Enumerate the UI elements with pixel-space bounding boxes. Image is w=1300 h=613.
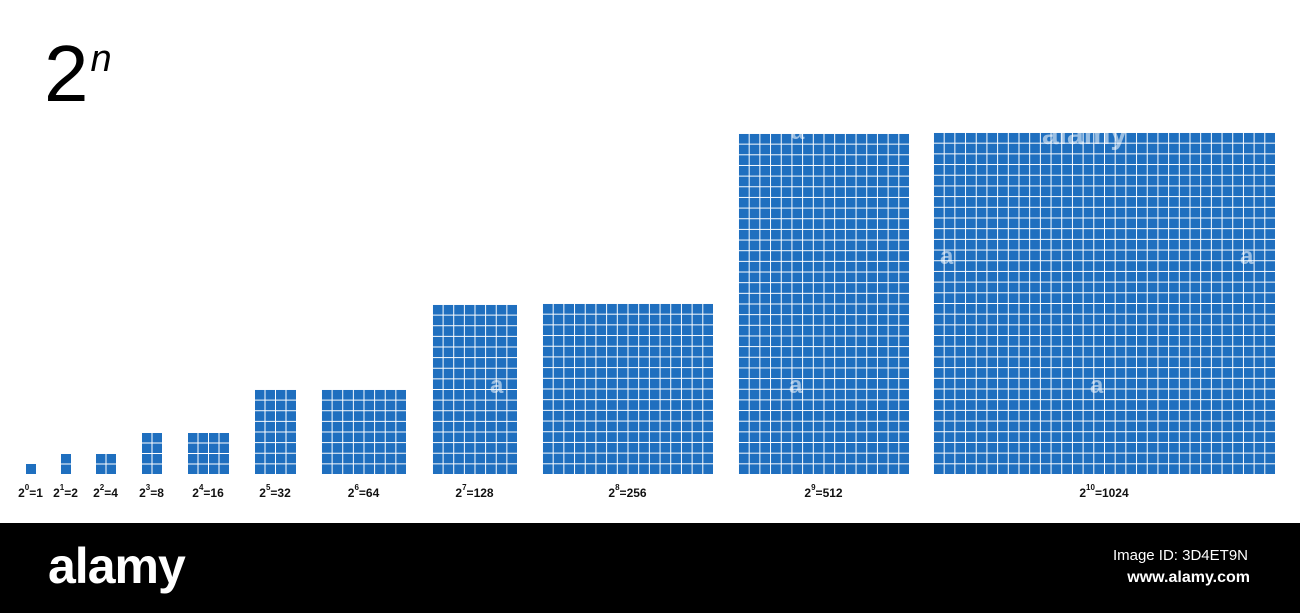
label-result: =32	[270, 486, 291, 500]
figure-title: 2n	[44, 34, 112, 114]
grid-2-pow-10	[933, 132, 1275, 474]
label-result: =4	[104, 486, 118, 500]
label-exponent: 0	[24, 483, 30, 492]
label-base: 2	[455, 486, 463, 500]
watermark-word: alamy	[1042, 118, 1128, 151]
label-exponent: 3	[145, 483, 151, 492]
grid-label-2-pow-3: 23=8	[139, 483, 164, 500]
grid-label-2-pow-0: 20=1	[18, 483, 43, 500]
grid-2-pow-8	[542, 303, 713, 474]
label-exponent: 10	[1086, 483, 1095, 492]
grid-label-2-pow-9: 29=512	[804, 483, 843, 500]
grid-label-2-pow-4: 24=16	[192, 483, 224, 500]
power-of-two-figure: 2n 20=1 21=2 22=4 23=8 24=16 25=32 26=64 27=128…	[18, 34, 1275, 500]
grid-2-pow-4	[187, 432, 229, 474]
brand-logo: alamy	[48, 538, 186, 594]
watermark-mark: a	[490, 372, 504, 399]
label-exponent: 5	[265, 483, 271, 492]
label-exponent: 6	[354, 483, 359, 492]
grid-label-2-pow-6: 26=64	[347, 483, 380, 500]
title-base: 2	[44, 29, 89, 118]
label-result: =512	[815, 486, 843, 500]
label-result: =64	[358, 486, 380, 500]
label-base: 2	[608, 486, 616, 500]
grid-2-pow-5	[254, 389, 296, 474]
label-base: 2	[18, 486, 25, 500]
label-base: 2	[259, 486, 266, 500]
label-result: =8	[150, 486, 164, 500]
grid-2-pow-9	[738, 133, 909, 474]
watermark-mark: a	[789, 372, 803, 399]
label-exponent: 4	[198, 483, 204, 492]
grid-label-2-pow-8: 28=256	[608, 483, 647, 500]
grid-2-pow-7	[432, 304, 517, 474]
watermark-mark: a	[1240, 243, 1254, 270]
grid-label-2-pow-5: 25=32	[259, 483, 291, 500]
label-result: =256	[619, 486, 647, 500]
label-result: =1024	[1094, 486, 1129, 500]
label-exponent: 2	[99, 483, 105, 492]
label-base: 2	[347, 486, 355, 500]
watermark-mark: a	[791, 118, 805, 145]
grid-label-2-pow-10: 210=1024	[1079, 483, 1129, 500]
label-result: =1	[29, 486, 43, 500]
label-result: =16	[203, 486, 224, 500]
label-result: =2	[64, 486, 78, 500]
grid-2-pow-2	[95, 453, 116, 474]
label-base: 2	[1079, 486, 1087, 500]
watermark-mark: a	[940, 243, 954, 270]
grid-2-pow-1	[60, 453, 71, 474]
label-base: 2	[93, 486, 100, 500]
label-base: 2	[53, 486, 60, 500]
grid-2-pow-6	[321, 389, 406, 474]
label-result: =128	[466, 486, 494, 500]
label-exponent: 1	[59, 483, 65, 492]
grid-2-pow-0	[25, 463, 36, 474]
label-base: 2	[139, 486, 146, 500]
title-exponent: n	[90, 38, 112, 80]
site-url: www.alamy.com	[1127, 569, 1250, 586]
footer-bar: alamy Image ID: 3D4ET9N www.alamy.com	[0, 523, 1300, 613]
label-base: 2	[192, 486, 199, 500]
grid-label-2-pow-2: 22=4	[93, 483, 118, 500]
label-exponent: 8	[615, 483, 620, 492]
grid-2-pow-3	[141, 432, 162, 474]
label-base: 2	[804, 486, 812, 500]
label-exponent: 7	[462, 483, 467, 492]
image-id: Image ID: 3D4ET9N	[1112, 547, 1248, 564]
watermark-mark: a	[1090, 372, 1104, 399]
grid-label-2-pow-1: 21=2	[53, 483, 78, 500]
grid-label-2-pow-7: 27=128	[455, 483, 494, 500]
label-exponent: 9	[811, 483, 816, 492]
